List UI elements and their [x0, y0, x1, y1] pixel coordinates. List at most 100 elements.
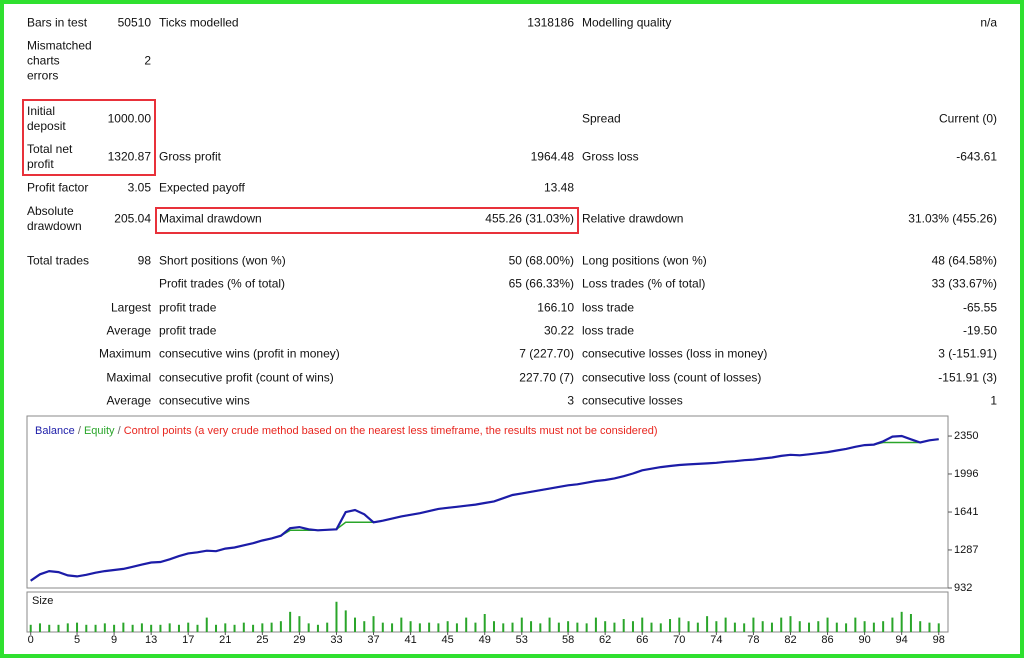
size-bar — [715, 621, 718, 632]
balance-line — [30, 434, 939, 582]
size-bar — [650, 622, 653, 632]
report-value: 50 (68.00%) — [508, 253, 574, 268]
report-value: n/a — [980, 15, 997, 30]
report-value: 3 — [567, 393, 574, 408]
report-label: Relative drawdown — [582, 211, 684, 226]
size-bar — [743, 623, 746, 632]
size-bar — [845, 623, 848, 632]
size-bar — [224, 623, 227, 632]
x-tick-label: 17 — [182, 634, 194, 646]
report-label: loss trade — [582, 300, 635, 315]
size-bar — [465, 617, 468, 632]
size-bar — [354, 617, 357, 632]
size-bar — [381, 622, 384, 632]
x-tick-label: 21 — [219, 634, 231, 646]
size-bar — [669, 619, 672, 632]
report-value: 3.05 — [127, 180, 151, 195]
size-bar — [696, 622, 699, 632]
report-value: 1964.48 — [530, 149, 574, 164]
x-tick-label: 94 — [896, 634, 908, 646]
size-bar — [196, 624, 199, 632]
report-value: 33 (33.67%) — [931, 276, 997, 291]
size-bar — [483, 614, 486, 632]
report-value: 13.48 — [543, 180, 574, 195]
size-bar — [530, 621, 533, 632]
size-bar — [326, 622, 329, 632]
x-tick-label: 9 — [111, 634, 117, 646]
size-bar — [502, 623, 505, 632]
report-label: Average — [106, 323, 151, 338]
x-tick-label: 25 — [256, 634, 268, 646]
report-label: Maximal drawdown — [159, 211, 262, 226]
size-bar — [113, 624, 116, 632]
size-bar — [733, 622, 736, 632]
size-bar — [252, 624, 255, 632]
report-label: Modelling quality — [582, 15, 672, 30]
size-bar — [567, 621, 570, 632]
report-label: Maximum — [98, 346, 151, 361]
size-bar — [446, 621, 449, 632]
x-tick-label: 5 — [74, 634, 80, 646]
size-bar — [835, 622, 838, 632]
report-value: 50510 — [117, 15, 151, 30]
report-label: Total trades — [27, 253, 90, 268]
size-bar — [585, 623, 588, 632]
report-label: Short positions (won %) — [159, 253, 286, 268]
report-value: 31.03% (455.26) — [908, 211, 997, 226]
size-bar — [159, 624, 162, 632]
report-label: Ticks modelled — [159, 15, 239, 30]
size-bar — [29, 624, 32, 632]
report-value: -19.50 — [962, 323, 997, 338]
size-bar — [520, 617, 523, 632]
report-label: Gross loss — [582, 149, 639, 164]
report-label: Expected payoff — [159, 180, 245, 195]
size-bar — [937, 623, 940, 632]
size-bar — [613, 622, 616, 632]
report-label: Profit trades (% of total) — [159, 276, 286, 291]
highlight-box — [155, 207, 579, 234]
x-tick-label: 13 — [145, 634, 157, 646]
size-bar — [428, 622, 431, 632]
x-tick-label: 53 — [516, 634, 528, 646]
size-bar — [409, 621, 412, 632]
size-bar — [270, 622, 273, 632]
report-value: 227.70 (7) — [519, 370, 574, 385]
size-bar — [215, 624, 218, 632]
report-value: 1 — [990, 393, 997, 408]
size-bar — [66, 623, 69, 632]
size-bar — [622, 619, 625, 632]
report-value: Current (0) — [938, 111, 997, 126]
x-tick-label: 37 — [367, 634, 379, 646]
x-tick-label: 62 — [599, 634, 611, 646]
size-bar — [94, 624, 97, 632]
report-label: consecutive loss (count of losses) — [582, 370, 762, 385]
size-bar — [706, 616, 709, 632]
chart: 932 1287 1641 1996 2350 0 5 9 13 17 21 25 29 33 37 41 45… — [26, 415, 978, 646]
x-tick-label: 70 — [673, 634, 685, 646]
report-value: -151.91 (3) — [938, 370, 997, 385]
report-value: 166.10 — [537, 300, 574, 315]
report-value: 2 — [144, 53, 151, 68]
report-label: consecutive profit (count of wins) — [159, 370, 334, 385]
size-bar — [140, 623, 143, 632]
report-label: loss trade — [582, 323, 635, 338]
size-bar — [826, 617, 829, 632]
size-bar — [316, 624, 319, 632]
size-bar — [205, 617, 208, 632]
report-label: Spread — [582, 111, 621, 126]
report-value: 455.26 (31.03%) — [485, 211, 574, 226]
size-bar — [891, 617, 894, 632]
size-bar — [752, 617, 755, 632]
y-tick-label: 1641 — [954, 506, 978, 518]
y-tick-label: 932 — [954, 582, 972, 594]
size-bar — [882, 621, 885, 632]
size-bar — [57, 624, 60, 632]
size-bar — [770, 622, 773, 632]
size-bar — [177, 624, 180, 632]
x-tick-label: 86 — [821, 634, 833, 646]
y-tick-label: 2350 — [954, 430, 978, 442]
x-tick-label: 98 — [933, 634, 945, 646]
x-tick-label: 29 — [293, 634, 305, 646]
size-bar — [909, 614, 912, 632]
